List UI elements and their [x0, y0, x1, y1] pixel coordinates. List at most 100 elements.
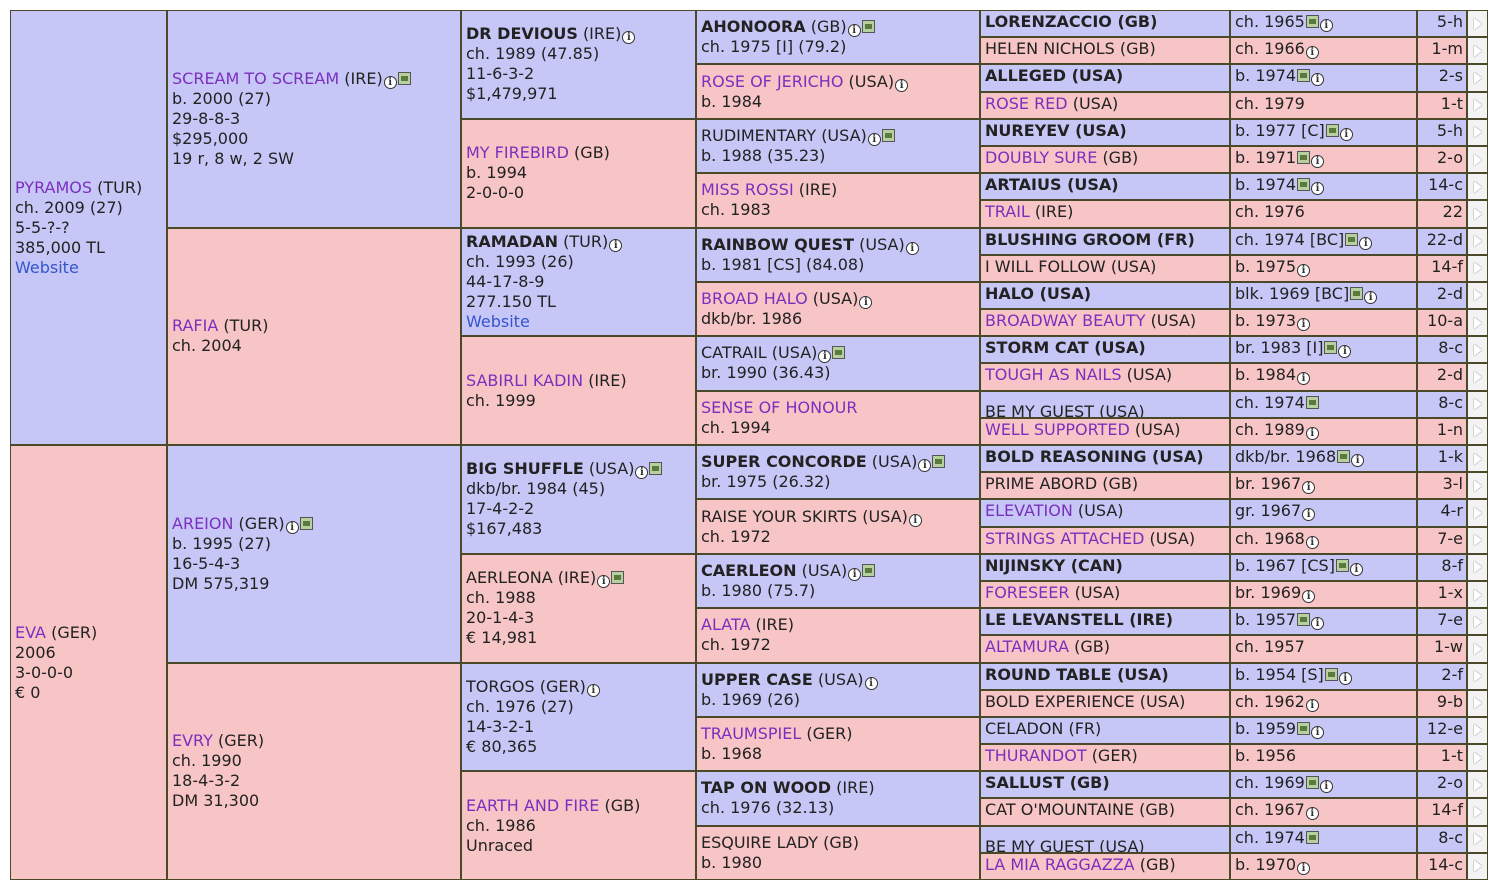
expand-arrow-button[interactable]	[1467, 798, 1488, 826]
expand-arrow-button[interactable]	[1467, 336, 1488, 364]
info-icon[interactable]: i	[1305, 807, 1319, 821]
horse-name[interactable]: BE MY GUEST (USA)	[985, 836, 1145, 853]
horse-name[interactable]: RAISE YOUR SKIRTS	[701, 506, 858, 526]
horse-name[interactable]: LA MIA RAGGAZZA	[985, 854, 1135, 874]
horse-name[interactable]: LORENZACCIO (GB)	[985, 12, 1158, 31]
photo-icon[interactable]	[862, 563, 876, 577]
photo-icon[interactable]	[1305, 776, 1319, 790]
info-icon[interactable]: i	[1311, 73, 1325, 87]
horse-name[interactable]: EVA	[15, 622, 46, 642]
expand-arrow-button[interactable]	[1467, 254, 1488, 282]
info-icon[interactable]: i	[905, 241, 919, 255]
photo-icon[interactable]	[397, 71, 411, 85]
info-icon[interactable]: i	[918, 459, 932, 473]
info-icon[interactable]: i	[1359, 236, 1373, 250]
horse-name[interactable]: FORESEER	[985, 582, 1070, 602]
horse-name[interactable]: CELADON (FR)	[985, 718, 1102, 738]
info-icon[interactable]: i	[895, 78, 909, 92]
expand-arrow-button[interactable]	[1467, 499, 1488, 527]
expand-arrow-button[interactable]	[1467, 716, 1488, 745]
expand-arrow-button[interactable]	[1467, 37, 1488, 65]
horse-name[interactable]: MISS ROSSI	[701, 180, 794, 200]
expand-arrow-button[interactable]	[1467, 580, 1488, 609]
info-icon[interactable]: i	[1297, 372, 1311, 386]
horse-name[interactable]: SENSE OF HONOUR	[701, 397, 858, 417]
info-icon[interactable]: i	[848, 567, 862, 581]
horse-name[interactable]: SALLUST (GB)	[985, 773, 1110, 793]
horse-name[interactable]: RAMADAN	[466, 231, 559, 251]
horse-name[interactable]: ROSE OF JERICHO	[701, 71, 844, 91]
info-icon[interactable]: i	[1297, 861, 1311, 875]
horse-name[interactable]: DR DEVIOUS	[466, 24, 578, 44]
expand-arrow-button[interactable]	[1467, 852, 1488, 880]
photo-icon[interactable]	[649, 462, 663, 476]
expand-arrow-button[interactable]	[1467, 281, 1488, 310]
expand-arrow-button[interactable]	[1467, 363, 1488, 391]
photo-icon[interactable]	[1305, 830, 1319, 844]
info-icon[interactable]: i	[1319, 19, 1333, 32]
info-icon[interactable]: i	[908, 513, 922, 527]
horse-name[interactable]: SABIRLI KADIN	[466, 370, 584, 390]
horse-name[interactable]: TORGOS	[466, 676, 535, 696]
horse-name[interactable]: EARTH AND FIRE	[466, 795, 600, 815]
photo-icon[interactable]	[832, 346, 846, 360]
horse-name[interactable]: MY FIREBIRD	[466, 143, 569, 163]
info-icon[interactable]: i	[1311, 182, 1325, 196]
horse-name[interactable]: TOUGH AS NAILS	[985, 365, 1122, 385]
horse-name[interactable]: PRIME ABORD (GB)	[985, 474, 1139, 494]
expand-arrow-button[interactable]	[1467, 608, 1488, 636]
expand-arrow-button[interactable]	[1467, 472, 1488, 500]
photo-icon[interactable]	[1350, 286, 1364, 300]
info-icon[interactable]: i	[586, 683, 600, 697]
horse-name[interactable]: RAINBOW QUEST	[701, 234, 855, 254]
info-icon[interactable]: i	[1338, 345, 1352, 359]
horse-name[interactable]: EVRY	[172, 731, 213, 751]
photo-icon[interactable]	[1324, 341, 1338, 355]
info-icon[interactable]: i	[867, 132, 881, 146]
photo-icon[interactable]	[932, 455, 946, 469]
photo-icon[interactable]	[611, 571, 625, 585]
horse-name[interactable]: HELEN NICHOLS (GB)	[985, 39, 1156, 59]
expand-arrow-button[interactable]	[1467, 635, 1488, 663]
horse-name[interactable]: AHONOORA	[701, 17, 806, 37]
info-icon[interactable]: i	[1302, 508, 1316, 522]
expand-arrow-button[interactable]	[1467, 118, 1488, 146]
horse-name[interactable]: UPPER CASE	[701, 669, 813, 689]
expand-arrow-button[interactable]	[1467, 526, 1488, 554]
expand-arrow-button[interactable]	[1467, 200, 1488, 228]
horse-name[interactable]: LE LEVANSTELL (IRE)	[985, 610, 1174, 630]
horse-name[interactable]: RAFIA	[172, 316, 219, 336]
info-icon[interactable]: i	[1297, 318, 1311, 332]
info-icon[interactable]: i	[635, 466, 649, 480]
photo-icon[interactable]	[1297, 613, 1311, 627]
website-link[interactable]: Website	[15, 257, 79, 277]
photo-icon[interactable]	[1335, 558, 1349, 572]
horse-name[interactable]: WELL SUPPORTED	[985, 419, 1130, 439]
horse-name[interactable]: STORM CAT (USA)	[985, 338, 1146, 358]
expand-arrow-button[interactable]	[1467, 227, 1488, 255]
photo-icon[interactable]	[1325, 123, 1339, 137]
horse-name[interactable]: BOLD REASONING (USA)	[985, 447, 1204, 466]
info-icon[interactable]: i	[859, 296, 873, 310]
info-icon[interactable]: i	[847, 24, 861, 38]
photo-icon[interactable]	[1324, 667, 1338, 681]
horse-name[interactable]: ELEVATION	[985, 501, 1073, 521]
photo-icon[interactable]	[1345, 232, 1359, 246]
info-icon[interactable]: i	[864, 676, 878, 690]
website-link[interactable]: Website	[466, 311, 530, 331]
expand-arrow-button[interactable]	[1467, 445, 1488, 473]
horse-name[interactable]: ALLEGED (USA)	[985, 66, 1124, 86]
info-icon[interactable]: i	[1338, 671, 1352, 685]
expand-arrow-button[interactable]	[1467, 417, 1488, 445]
info-icon[interactable]: i	[1319, 780, 1333, 794]
photo-icon[interactable]	[1297, 69, 1311, 83]
photo-icon[interactable]	[1305, 15, 1319, 28]
horse-name[interactable]: ESQUIRE LADY	[701, 832, 819, 852]
horse-name[interactable]: SCREAM TO SCREAM	[172, 68, 340, 88]
info-icon[interactable]: i	[1302, 589, 1316, 603]
horse-name[interactable]: BLUSHING GROOM (FR)	[985, 229, 1195, 249]
horse-name[interactable]: BE MY GUEST (USA)	[985, 401, 1145, 418]
info-icon[interactable]: i	[597, 575, 611, 589]
horse-name[interactable]: ROSE RED	[985, 93, 1068, 113]
info-icon[interactable]: i	[285, 520, 299, 534]
